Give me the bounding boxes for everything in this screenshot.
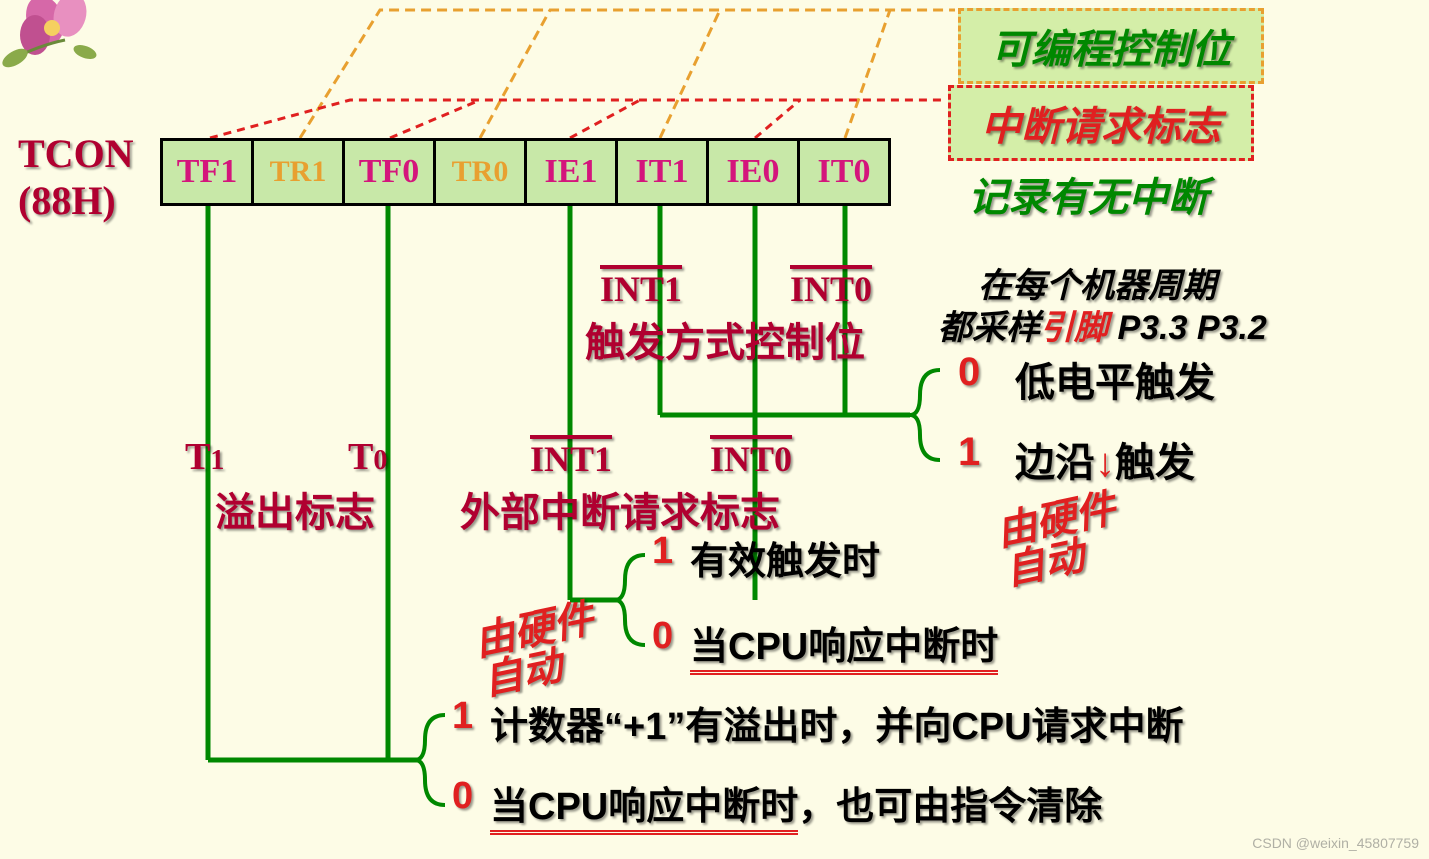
legend-irq: 中断请求标志 xyxy=(948,85,1254,161)
ie-1-txt: 有效触发时 xyxy=(690,530,880,585)
bit-ie1: IE1 xyxy=(527,141,618,203)
ie-1-num: 1 xyxy=(652,530,673,573)
bit-it1: IT1 xyxy=(618,141,709,203)
tf-0-num: 0 xyxy=(452,775,473,818)
trig-1-num: 1 xyxy=(958,430,980,475)
t0-label: T0 xyxy=(348,435,387,479)
overflow-label: 溢出标志 xyxy=(215,480,375,538)
legend-programmable: 可编程控制位 xyxy=(958,8,1264,84)
flower-decoration xyxy=(0,0,120,80)
bit-tr0: TR0 xyxy=(436,141,527,203)
bit-ie0: IE0 xyxy=(709,141,800,203)
bit-tf1: TF1 xyxy=(163,141,254,203)
tf-1-txt: 计数器“+1”有溢出时，并向CPU请求中断 xyxy=(490,695,1184,750)
int1-trigger: INT1 xyxy=(600,268,682,310)
t1-label: T1 xyxy=(185,435,224,479)
bit-tf0: TF0 xyxy=(345,141,436,203)
sample-line2: 都采样引脚 P3.3 P3.2 xyxy=(938,300,1267,349)
trig-0-num: 0 xyxy=(958,350,980,395)
hw-auto-2: 由硬件自动 xyxy=(471,598,605,701)
int0-trigger: INT0 xyxy=(790,268,872,310)
int0-irq: INT0 xyxy=(710,438,792,480)
ie-0-num: 0 xyxy=(652,615,673,658)
hw-auto-1: 由硬件自动 xyxy=(993,488,1127,591)
tf-0-txt: 当CPU响应中断时，也可由指令清除 xyxy=(490,775,1102,830)
int1-irq: INT1 xyxy=(530,438,612,480)
watermark: CSDN @weixin_45807759 xyxy=(1252,835,1419,851)
trig-0-txt: 低电平触发 xyxy=(1015,350,1215,408)
tf-1-num: 1 xyxy=(452,695,473,738)
trig-1-txt: 边沿↓触发 xyxy=(1015,430,1195,488)
bit-it0: IT0 xyxy=(800,141,888,203)
bit-tr1: TR1 xyxy=(254,141,345,203)
trigger-mode-label: 触发方式控制位 xyxy=(585,310,865,368)
tcon-register: TF1 TR1 TF0 TR0 IE1 IT1 IE0 IT0 xyxy=(160,138,891,206)
tcon-title: TCON (88H) xyxy=(18,130,134,224)
ie-0-txt: 当CPU响应中断时 xyxy=(690,615,998,670)
legend-record: 记录有无中断 xyxy=(968,165,1208,223)
